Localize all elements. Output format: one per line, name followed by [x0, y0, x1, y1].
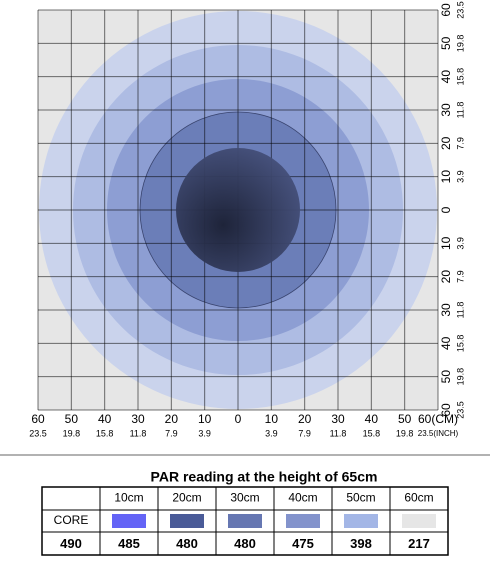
par-table: CORE 490 10cm 485 20cm 480 30cm 480 40cm 475 50cm 3…: [41, 486, 449, 556]
y-label-cm: 50: [439, 370, 453, 384]
x-label-inch: 15.8: [96, 428, 114, 438]
x-label-inch: 15.8: [363, 428, 381, 438]
color-swatch: [286, 514, 320, 528]
y-label-cm: 10: [439, 170, 453, 184]
x-label-inch: 19.8: [63, 428, 81, 438]
y-label-inch: 19.8: [455, 35, 465, 53]
par-value: 485: [118, 536, 140, 551]
color-swatch: [170, 514, 204, 528]
table-border: [41, 486, 449, 556]
y-label-inch: 23.5: [455, 401, 465, 419]
core-value: 490: [60, 536, 82, 551]
column-header: 30cm: [230, 491, 259, 505]
column-header: 40cm: [288, 491, 317, 505]
x-label-inch: 23.5: [29, 428, 47, 438]
row-label: CORE: [54, 513, 89, 527]
par-value: 475: [292, 536, 314, 551]
core: [176, 148, 300, 272]
y-label-cm: 60: [439, 3, 453, 17]
x-label-cm: 10: [198, 412, 212, 426]
x-label-inch: 19.8: [396, 428, 414, 438]
par-value: 217: [408, 536, 430, 551]
y-label-cm: 50: [439, 36, 453, 50]
color-swatch: [402, 514, 436, 528]
x-label-cm: 20: [165, 412, 179, 426]
y-label-cm: 40: [439, 70, 453, 84]
x-label-cm: 20: [298, 412, 312, 426]
x-label-cm: 50: [398, 412, 412, 426]
y-label-inch: 23.5: [455, 1, 465, 19]
y-label-cm: 30: [439, 103, 453, 117]
x-label-cm: 30: [331, 412, 345, 426]
par-value: 480: [234, 536, 256, 551]
y-label-inch: 15.8: [455, 335, 465, 353]
y-label-cm: 20: [439, 136, 453, 150]
x-label-cm: 40: [365, 412, 379, 426]
x-label-inch: 11.8: [330, 428, 347, 438]
x-label-inch: 3.9: [265, 428, 278, 438]
x-label-cm: 60(CM): [418, 412, 458, 426]
column-header: 50cm: [346, 491, 375, 505]
x-label-inch: 11.8: [130, 428, 147, 438]
x-label-inch: 3.9: [198, 428, 211, 438]
y-label-inch: 3.9: [455, 170, 465, 183]
y-label-inch: 11.8: [455, 102, 465, 119]
y-label-cm: 10: [439, 236, 453, 250]
column-header: 60cm: [404, 491, 433, 505]
color-swatch: [112, 514, 146, 528]
x-label-inch: 23.5(INCH): [418, 429, 459, 438]
table-title: PAR reading at the height of 65cm: [151, 469, 378, 485]
y-label-inch: 11.8: [455, 302, 465, 319]
par-value: 398: [350, 536, 372, 551]
x-label-cm: 0: [235, 412, 242, 426]
x-label-cm: 40: [98, 412, 112, 426]
par-value: 480: [176, 536, 198, 551]
y-label-inch: 19.8: [455, 368, 465, 386]
y-label-inch: 7.9: [455, 270, 465, 283]
y-label-inch: 7.9: [455, 137, 465, 150]
x-label-cm: 50: [65, 412, 79, 426]
y-label-cm: 60: [439, 403, 453, 417]
y-label-inch: 15.8: [455, 68, 465, 86]
x-label-cm: 10: [265, 412, 279, 426]
y-label-cm: 40: [439, 336, 453, 350]
color-swatch: [228, 514, 262, 528]
color-swatch: [344, 514, 378, 528]
x-label-inch: 7.9: [298, 428, 311, 438]
column-header: 10cm: [114, 491, 143, 505]
x-label-cm: 30: [131, 412, 145, 426]
y-label-cm: 0: [439, 206, 453, 213]
x-label-cm: 60: [31, 412, 45, 426]
y-label-inch: 3.9: [455, 237, 465, 250]
y-label-cm: 20: [439, 270, 453, 284]
y-label-cm: 30: [439, 303, 453, 317]
x-label-inch: 7.9: [165, 428, 178, 438]
column-header: 20cm: [172, 491, 201, 505]
